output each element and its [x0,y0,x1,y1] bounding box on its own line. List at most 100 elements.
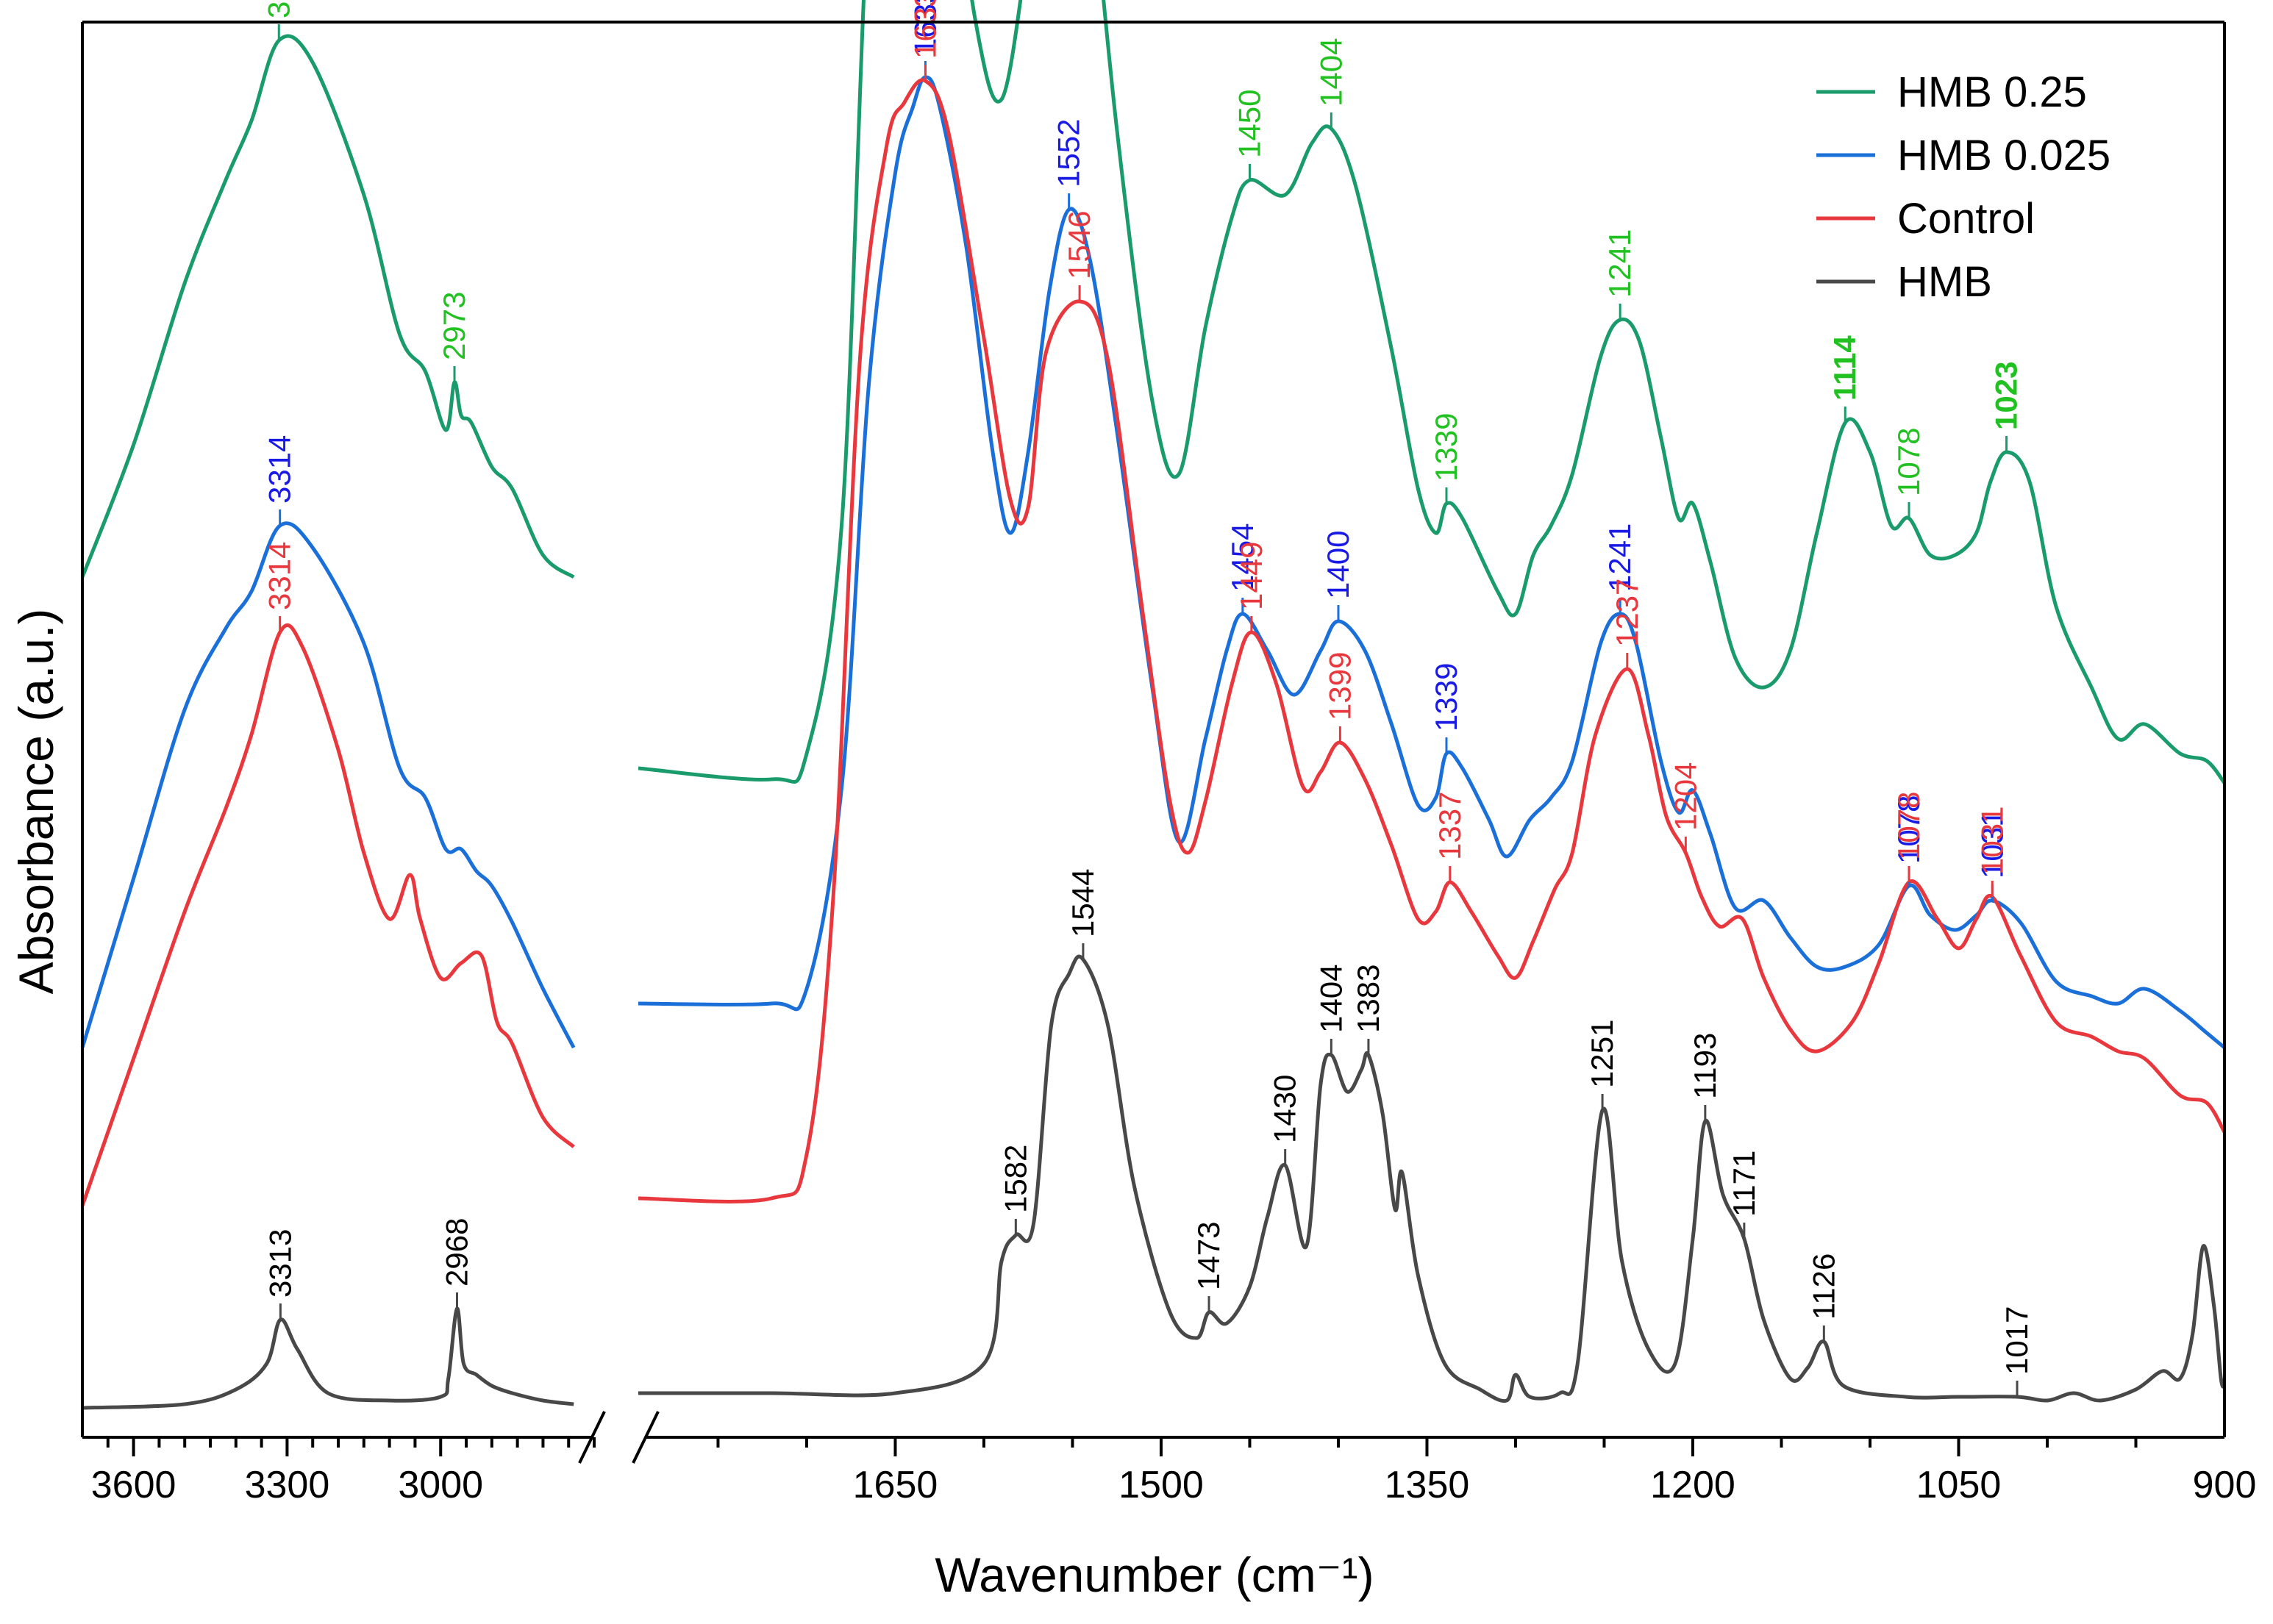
x-tick-label: 3600 [91,1464,176,1506]
peak-label: 1404 [1313,38,1348,107]
series-line-high-hmb-0-025 [80,521,576,1049]
peak-hmb-1126: 1126 [1806,1253,1841,1342]
peak-label: 1078 [1891,428,1926,496]
x-tick-label: 900 [2193,1464,2257,1506]
x-axis: 3600 3300 3000 1650 1500 1350 1200 1050 900 [91,1437,2257,1506]
peak-label: 1114 [1827,335,1862,401]
peak-hmb-0-25-1114: 1114 [1827,335,1862,423]
plot-frame [81,21,2226,1464]
peak-hmb-1171: 1171 [1727,1151,1761,1239]
peak-hmb-0-025-1339: 1339 [1429,663,1463,754]
x-tick-label: 3300 [245,1464,330,1506]
peak-control-1449: 1449 [1234,542,1268,632]
peak-hmb-1404: 1404 [1313,965,1348,1055]
peak-hmb-0-25-1078: 1078 [1891,428,1926,518]
peak-label: 2968 [440,1218,474,1287]
peak-label: 1241 [1602,229,1637,298]
peak-control-1237: 1237 [1610,579,1644,669]
peak-label: 1430 [1268,1075,1302,1143]
series-hmb-0-25 [80,0,2227,784]
peak-label: 1633 [907,0,942,59]
x-tick-label: 1350 [1385,1464,1470,1506]
y-axis-title: Absorbance (a.u.) [9,609,63,995]
x-tick-label: 1050 [1916,1464,2002,1506]
peak-label: 1339 [1429,663,1463,731]
peak-control-1078: 1078 [1891,792,1926,882]
peak-label: 1031 [1974,810,2009,879]
peak-label: 1546 [1062,211,1096,279]
peak-control-1031: 1031 [1974,806,2009,897]
legend-item-control: Control [1816,195,2035,243]
legend-label: HMB 0.25 [1897,68,2087,116]
peak-label: 1450 [1232,90,1266,158]
x-tick-label: 3000 [398,1464,483,1506]
peak-control-1204: 1204 [1668,762,1702,853]
peak-label: 1544 [1066,869,1100,937]
peak-label: 1031 [1974,806,2009,875]
peak-control-1546: 1546 [1062,211,1096,301]
peak-label: 1023 [1989,362,2024,430]
peak-hmb-0-025-1454: 1454 [1225,523,1260,614]
peak-label: 1552 [1052,119,1086,187]
legend-item-hmb-0-025: HMB 0.025 [1816,132,2110,179]
peak-hmb-0-25-1023: 1023 [1989,362,2024,452]
peak-label: 1383 [1351,965,1385,1033]
peak-label: 1251 [1585,1020,1619,1088]
peak-label: 3316 [261,0,296,18]
peak-label: 1454 [1225,523,1260,592]
series-line-low-hmb-0-25 [638,0,2227,784]
legend-label: HMB [1897,258,1992,306]
x-tick-label: 1200 [1650,1464,1735,1506]
peak-label: 1582 [998,1145,1032,1213]
peak-label: 3314 [263,435,297,504]
peak-hmb-0-025-3314: 3314 [263,435,297,526]
series-line-high-hmb [82,1306,574,1410]
peak-hmb-0-025-1400: 1400 [1321,531,1355,621]
peak-hmb-0-25-3316: 3316 [261,0,296,40]
series-hmb [82,954,2227,1410]
peak-hmb-0-025-1078: 1078 [1891,795,1926,886]
peak-hmb-1544: 1544 [1066,869,1100,959]
series-line-low-hmb [638,954,2227,1403]
series-line-high-control [80,623,575,1206]
peak-label: 1339 [1429,413,1463,482]
peak-hmb-2968: 2968 [440,1218,474,1309]
legend-item-hmb-0-25: HMB 0.25 [1816,68,2087,116]
peak-label: 3313 [263,1229,297,1298]
peak-hmb-1193: 1193 [1688,1033,1722,1121]
peak-hmb-1017: 1017 [1999,1306,2034,1397]
peak-hmb-1582: 1582 [998,1145,1032,1235]
peak-hmb-1473: 1473 [1191,1222,1226,1312]
peak-label: 1404 [1313,965,1348,1033]
axis-break-mark-left [578,1411,606,1464]
peak-control-1633: 1633 [907,0,942,81]
peak-label: 1078 [1891,795,1926,864]
x-tick-label: 1650 [853,1464,938,1506]
peak-hmb-0-025-1241: 1241 [1602,523,1637,614]
peak-control-1337: 1337 [1432,792,1467,882]
peak-label: 1171 [1727,1151,1761,1217]
peak-label: 1337 [1432,792,1467,860]
peak-label: 1078 [1891,792,1926,860]
peak-label: 1017 [1999,1306,2034,1375]
peak-label: 1449 [1234,542,1268,610]
peak-hmb-0-025-1552: 1552 [1052,119,1086,210]
peak-hmb-0-25-1339: 1339 [1429,413,1463,504]
x-axis-title: Wavenumber (cm⁻¹) [935,1548,1374,1602]
peak-label: 1241 [1602,523,1637,592]
series-line-high-hmb-0-25 [80,34,575,579]
legend-label: Control [1897,195,2035,243]
peak-hmb-0-25-2973: 2973 [437,292,471,382]
peak-hmb-0-025-1633: 1633 [907,0,942,77]
peak-hmb-1251: 1251 [1585,1020,1619,1110]
peak-hmb-0-025-1031: 1031 [1974,810,2009,901]
peak-hmb-0-25-1241: 1241 [1602,229,1637,320]
peak-label: 1126 [1806,1253,1841,1320]
peak-hmb-1383: 1383 [1351,965,1385,1055]
legend-item-hmb: HMB [1816,258,1992,306]
peak-label-layer: 3316297316351556145014041339124111141078… [261,0,2034,1397]
peak-label: 1237 [1610,579,1644,647]
peak-control-1399: 1399 [1322,652,1357,743]
